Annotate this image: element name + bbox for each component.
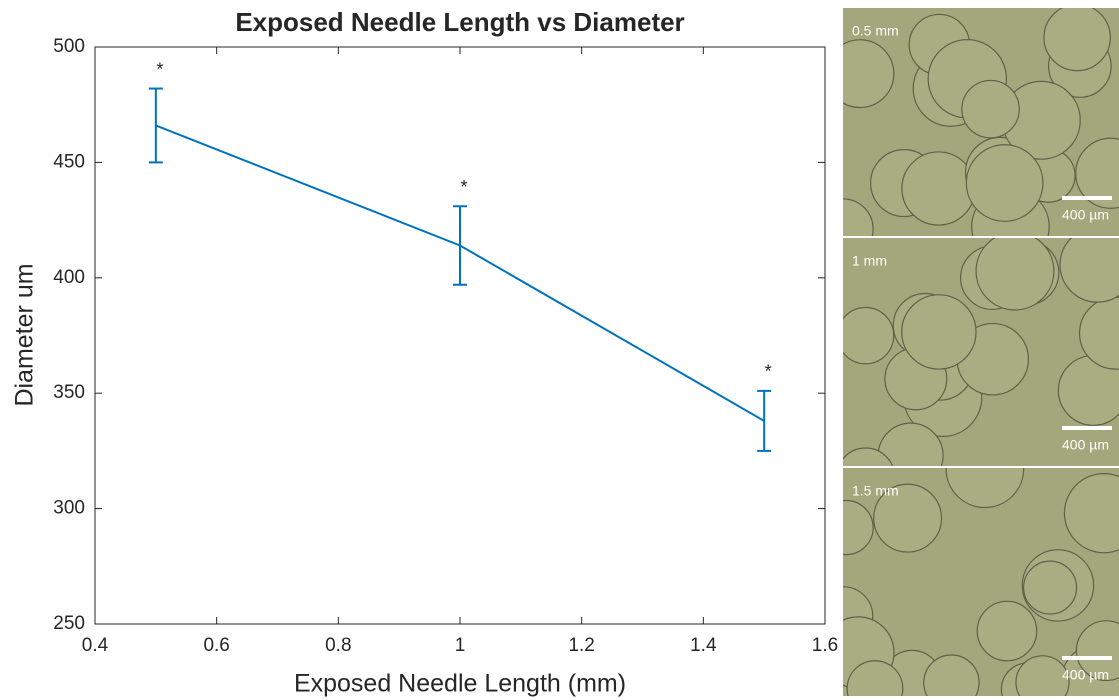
x-tick-label: 0.8 xyxy=(325,635,351,656)
y-tick-label: 450 xyxy=(53,151,85,172)
droplet xyxy=(901,294,977,370)
droplet xyxy=(843,39,895,109)
x-axis-label: Exposed Needle Length (mm) xyxy=(294,670,626,698)
droplet xyxy=(873,483,943,553)
annotation: * xyxy=(156,59,163,79)
x-tick-label: 0.4 xyxy=(82,635,109,656)
panel-label: 0.5 mm xyxy=(852,23,899,39)
droplet xyxy=(843,198,874,236)
chart-title: Exposed Needle Length vs Diameter xyxy=(235,7,684,37)
scale-label: 400 µm xyxy=(1062,437,1109,453)
droplet xyxy=(965,144,1044,222)
micrograph xyxy=(843,238,1119,466)
error-bar xyxy=(453,205,467,286)
x-tick-label: 0.6 xyxy=(203,635,229,656)
droplet xyxy=(846,660,904,696)
y-tick-label: 250 xyxy=(53,613,85,634)
droplet xyxy=(1043,8,1111,72)
droplet xyxy=(1015,655,1070,696)
droplet xyxy=(1075,137,1119,209)
droplet xyxy=(976,600,1038,662)
droplet xyxy=(843,447,894,466)
x-tick-label: 1 xyxy=(455,635,466,656)
y-tick-label: 500 xyxy=(53,36,85,57)
y-tick-label: 400 xyxy=(53,267,85,288)
droplet xyxy=(1063,473,1119,554)
droplet xyxy=(843,306,895,365)
panel-label: 1 mm xyxy=(852,253,887,269)
droplet xyxy=(843,499,874,556)
droplet xyxy=(1059,238,1119,303)
error-bar xyxy=(757,389,772,452)
panel-label: 1.5 mm xyxy=(852,483,899,499)
droplet xyxy=(1023,560,1078,615)
micrograph xyxy=(843,8,1119,236)
droplet xyxy=(975,238,1055,311)
y-tick-label: 300 xyxy=(53,498,85,519)
droplet xyxy=(1075,620,1119,682)
droplet xyxy=(945,468,1025,509)
annotation: * xyxy=(460,177,467,197)
scale-label: 400 µm xyxy=(1062,207,1109,223)
droplet xyxy=(923,654,980,696)
y-tick-label: 350 xyxy=(53,382,85,403)
droplet xyxy=(961,79,1020,139)
annotation: * xyxy=(765,362,772,382)
y-axis-label: Diameter um xyxy=(11,263,39,406)
x-tick-label: 1.6 xyxy=(812,635,838,656)
x-tick-label: 1.2 xyxy=(568,635,594,656)
droplet xyxy=(901,151,976,226)
error-bar xyxy=(148,87,163,164)
x-tick-label: 1.4 xyxy=(690,635,717,656)
scale-label: 400 µm xyxy=(1062,667,1109,683)
plot-frame xyxy=(94,46,826,625)
